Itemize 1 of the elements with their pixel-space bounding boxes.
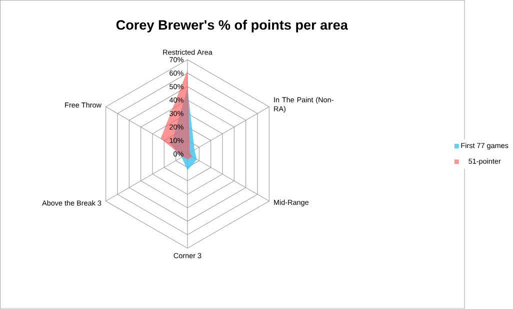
chart-title: Corey Brewer's % of points per area — [116, 20, 348, 33]
